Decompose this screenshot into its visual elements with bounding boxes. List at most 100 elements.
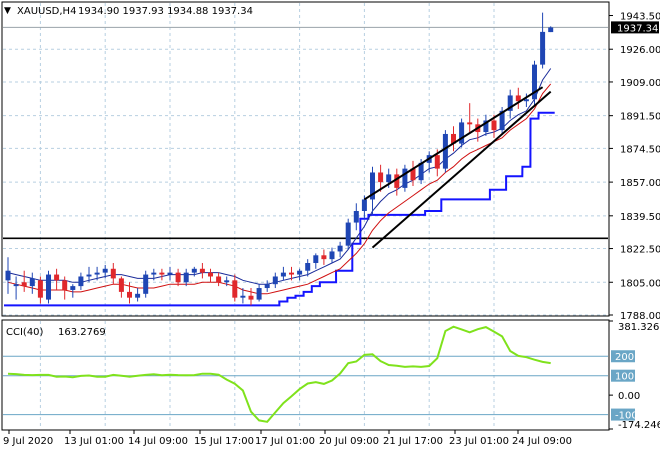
cci-header: CCI(40) 163.2769 (6, 327, 106, 338)
candle-body (232, 280, 238, 298)
candle-body (29, 278, 35, 287)
candle-body (13, 284, 19, 287)
candle-body (151, 272, 157, 275)
candle-body (548, 27, 554, 33)
candle-body (418, 162, 424, 181)
candle-body (167, 272, 173, 275)
candle-body (135, 293, 141, 298)
candle-body (337, 245, 343, 252)
candle-body (491, 120, 497, 131)
chart-header: ▼ XAUUSD,H4 1934.90 1937.93 1934.88 1937… (4, 6, 253, 17)
cci-tick-label: 0.00 (618, 391, 640, 402)
candle-body (467, 122, 473, 125)
cci-level-tag (611, 369, 635, 382)
dropdown-arrow-icon[interactable]: ▼ (4, 6, 11, 16)
candle-body (540, 31, 546, 65)
candle-body (37, 280, 43, 298)
candle-body (459, 122, 465, 144)
cci-tick-label: -100 (615, 411, 638, 422)
candle-body (127, 291, 132, 298)
candle-body (297, 270, 303, 275)
candle-body (21, 282, 27, 287)
candle-body (507, 95, 513, 111)
price-axis: 1943.50 1926.00 1909.00 1891.50 1874.50 1857.… (609, 12, 660, 322)
candle-body (329, 251, 335, 260)
time-tick-label: 13 Jul 01:00 (64, 436, 124, 447)
cci-level-tag (611, 408, 635, 421)
channel-trendline (363, 86, 544, 201)
candle-body (345, 222, 351, 246)
candle-body (394, 174, 400, 188)
candle-body (523, 99, 529, 102)
candle-body (272, 276, 278, 285)
current-price-tag (611, 21, 659, 34)
price-pane-frame (1, 1, 610, 317)
candle-body (451, 133, 456, 144)
candle-body (321, 255, 327, 260)
candle-body (110, 268, 116, 279)
price-grid (3, 3, 608, 316)
symbol-label: XAUUSD,H4 (17, 6, 76, 17)
cci-title: CCI(40) (6, 327, 44, 338)
candle-body (532, 64, 537, 100)
candle-body (102, 268, 108, 273)
candle-body (191, 268, 197, 273)
candle-body (183, 272, 189, 283)
candle-body (305, 263, 311, 271)
candle-body (515, 95, 521, 102)
candle-body (264, 284, 270, 289)
candle-body (159, 272, 165, 275)
candle-body (54, 274, 60, 281)
candle-body (370, 172, 375, 200)
candle-body (208, 272, 213, 277)
price-series (3, 12, 608, 307)
time-tick-label: 21 Jul 17:00 (383, 436, 443, 447)
price-tick-label: 1788.00 (620, 311, 660, 322)
cci-level-tag (611, 350, 635, 363)
time-tick-label: 23 Jul 01:00 (449, 436, 509, 447)
time-tick-label: 24 Jul 09:00 (512, 436, 572, 447)
candle-body (499, 110, 505, 131)
slow-moving-average (7, 83, 552, 295)
candle-body (224, 280, 230, 283)
time-axis: 9 Jul 2020 13 Jul 01:00 14 Jul 09:00 15 Jul… (3, 430, 572, 447)
stop-line (4, 111, 555, 307)
candle-body (402, 168, 408, 188)
candle-body (313, 255, 319, 263)
price-tick-label: 1909.00 (620, 78, 660, 89)
candle-body (70, 286, 76, 290)
price-tick-label: 1857.00 (620, 178, 660, 189)
price-tick-label: 1822.50 (620, 245, 660, 256)
candle-body (248, 295, 254, 300)
candle-body (62, 280, 68, 290)
candle-body (353, 211, 359, 223)
time-tick-label: 20 Jul 09:00 (319, 436, 379, 447)
cci-series (7, 325, 551, 423)
ohlc-readout: 1934.90 1937.93 1934.88 1937.34 (78, 6, 253, 17)
candle-body (386, 174, 392, 183)
candle-body (94, 272, 100, 275)
candle-body (434, 155, 440, 169)
time-tick-label: 17 Jul 01:00 (255, 436, 315, 447)
price-tick-label: 1839.50 (620, 212, 660, 223)
current-price-tag-label: 1937.34 (617, 23, 658, 34)
candle-body (143, 274, 149, 294)
cci-tick-label: 100 (615, 372, 634, 383)
candle-body (442, 133, 448, 169)
candle-body (378, 172, 384, 183)
price-tick-label: 1805.00 (620, 278, 660, 289)
candle-body (86, 274, 92, 277)
price-tick-label: 1874.50 (620, 144, 660, 155)
cci-axis: 381.3261 200 100 0.00 -100-174.2464 (609, 320, 660, 431)
candle-body (361, 199, 367, 211)
price-tick-label: 1943.50 (620, 12, 660, 23)
cci-tick-label: -174.2464 (618, 420, 660, 431)
cci-value: 163.2769 (58, 327, 106, 338)
channel-trendline (371, 90, 552, 249)
price-tick-label: 1926.00 (620, 45, 660, 56)
candle-body (118, 278, 124, 292)
candle-body (175, 272, 181, 283)
